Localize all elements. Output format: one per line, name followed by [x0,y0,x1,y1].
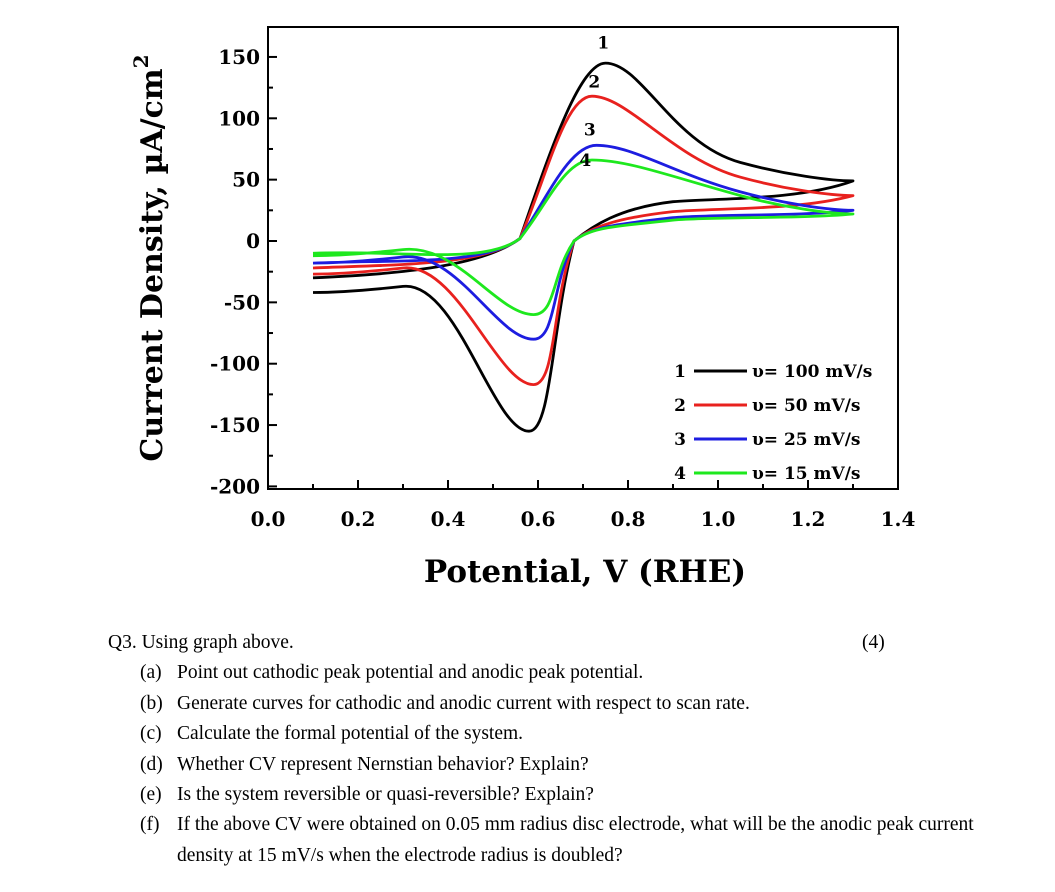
x-tick-label: 1.2 [791,507,826,531]
legend-label-3: υ= 25 mV/s [752,430,861,450]
question-item-text: Calculate the formal potential of the sy… [177,723,524,745]
curve-label-1: 1 [597,33,609,53]
question-item: (b) Generate curves for cathodic and anod… [108,689,1008,719]
x-tick-label: 1.0 [701,507,736,531]
y-axis-title: Current Density, µA/cm2 [129,54,170,461]
y-tick-label: -50 [224,290,260,314]
question-item: (c) Calculate the formal potential of the… [108,719,1008,749]
question-marks: (4) [862,632,885,653]
question-block: Q3. Using graph above. (4) (a) Point out … [108,628,1008,871]
y-tick-label: 150 [218,45,260,69]
question-item-letter: (f) [140,814,160,836]
legend-number-3: 3 [674,430,686,450]
cv-curves [312,61,855,433]
question-item-text: If the above CV were obtained on 0.05 mm… [177,814,974,866]
curve-label-3: 3 [584,120,596,140]
legend-label-4: υ= 15 mV/s [752,464,861,484]
question-item-letter: (d) [140,753,163,775]
y-tick-label: -150 [210,413,260,437]
legend-number-4: 4 [674,464,686,484]
plot-frame [267,26,899,490]
legend-label-1: υ= 100 mV/s [752,362,872,382]
question-item-letter: (c) [140,723,162,745]
question-item: (d) Whether CV represent Nernstian behavi… [108,750,1008,780]
y-tick-label: 100 [218,106,260,130]
x-tick-label: 1.4 [881,507,916,531]
question-items: (a) Point out cathodic peak potential and… [108,658,1008,871]
question-item-letter: (b) [140,692,163,714]
cv-curve-4 [312,158,855,316]
curve-label-2: 2 [588,73,600,93]
cv-curve-1 [312,61,855,433]
x-axis-title: Potential, V (RHE) [424,554,746,590]
y-tick-label: 50 [232,168,260,192]
curve-label-4: 4 [579,151,591,171]
question-header: Q3. Using graph above. (4) [108,628,1008,658]
question-heading: Q3. Using graph above. [108,632,294,653]
cv-chart: 0.0 0.2 0.4 0.6 0.8 1.0 1.2 1.4 150 100 50 0 -50 -100… [129,26,916,590]
legend-number-1: 1 [674,362,686,382]
question-item-letter: (e) [140,784,162,806]
question-item: (a) Point out cathodic peak potential and… [108,658,1008,688]
svg-text:Current Density, µA/cm2: Current Density, µA/cm2 [129,54,170,461]
x-tick-label: 0.4 [431,507,466,531]
y-tick-label: 0 [246,229,260,253]
question-item-text: Whether CV represent Nernstian behavior?… [177,753,589,775]
question-item-text: Is the system reversible or quasi-revers… [177,784,594,806]
legend: 1 υ= 100 mV/s 2 υ= 50 mV/s 3 υ= 25 mV/s 4 υ= 15… [674,362,872,484]
y-tick-label: -200 [210,474,260,498]
y-tick-label: -100 [210,352,260,376]
legend-number-2: 2 [674,396,686,416]
question-item-letter: (a) [140,662,162,684]
question-item-text: Point out cathodic peak potential and an… [177,662,644,684]
legend-label-2: υ= 50 mV/s [752,396,861,416]
question-item: (f) If the above CV were obtained on 0.05… [108,810,1008,871]
x-tick-label: 0.2 [341,507,376,531]
cv-curve-3 [312,143,855,341]
x-tick-label: 0.8 [611,507,646,531]
x-tick-label: 0.0 [251,507,286,531]
curve-number-labels: 1 2 3 4 [579,33,609,171]
y-axis-title-text: Current Density, µA/cm [135,68,170,461]
axis-ticks: 0.0 0.2 0.4 0.6 0.8 1.0 1.2 1.4 150 100 50 0 -50 -100… [210,45,916,531]
question-item: (e) Is the system reversible or quasi-rev… [108,780,1008,810]
question-item-text: Generate curves for cathodic and anodic … [177,692,750,714]
y-axis-title-superscript: 2 [129,54,153,68]
x-tick-label: 0.6 [521,507,556,531]
